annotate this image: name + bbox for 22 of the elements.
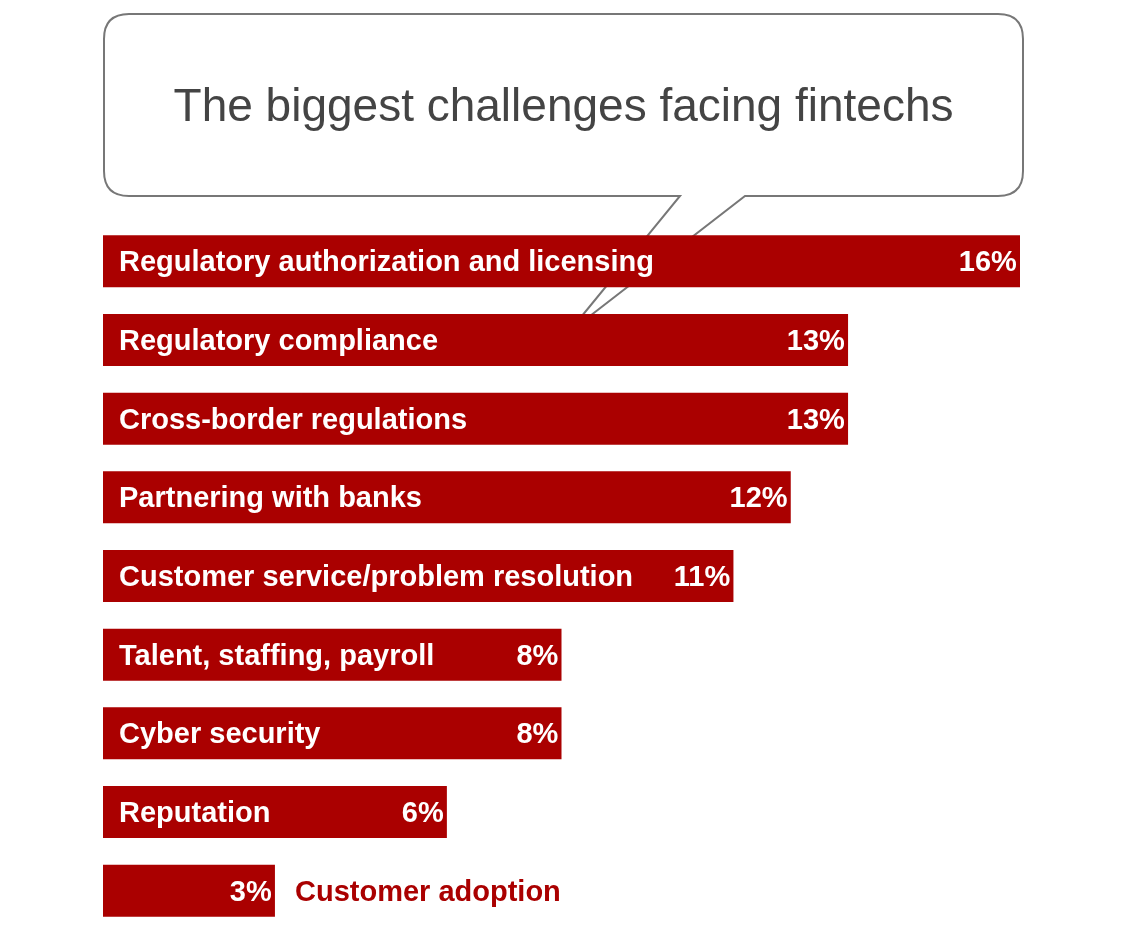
data-label: 16% (958, 245, 1017, 278)
bar (103, 314, 849, 366)
data-label: 13% (786, 324, 846, 356)
y-tick-label: Cross-border regulations (119, 403, 468, 435)
data-label: 8% (516, 638, 559, 671)
y-tick-label: Customer service/problem resolution (119, 560, 634, 592)
y-tick-label: Partnering with banks (119, 481, 422, 513)
data-label: 6% (401, 796, 444, 828)
y-tick-label: Reputation (119, 796, 271, 828)
y-tick-label: Cyber security (119, 717, 321, 749)
y-tick-label: Regulatory compliance (119, 324, 439, 356)
bar (103, 707, 562, 760)
data-label: 13% (786, 402, 846, 435)
y-tick-label: Regulatory authorization and licensing (119, 245, 654, 277)
data-label: 3% (229, 874, 272, 907)
bar (103, 864, 275, 917)
data-label: 11% (673, 560, 731, 592)
y-tick-label: Customer adoption (295, 875, 561, 907)
y-tick-label: Talent, staffing, payroll (119, 639, 435, 671)
data-label: 8% (516, 717, 559, 750)
chart-title: The biggest challenges facing fintechs (172, 78, 955, 133)
data-label: 12% (729, 481, 788, 514)
